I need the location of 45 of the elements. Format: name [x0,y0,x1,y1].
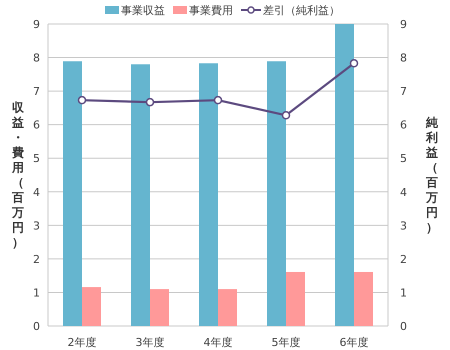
y2-tick-label: 9 [400,18,407,31]
y-tick-label: 8 [33,52,40,65]
y2-tick-label: 4 [400,186,407,199]
bar [267,61,286,326]
bar [286,272,305,326]
point [214,96,222,104]
y2-tick-label: 3 [400,219,407,232]
bar [335,24,354,326]
y2-axis-title: 純利益（百万円） [425,116,439,234]
point [146,98,154,106]
x-tick-label: 6年度 [340,336,368,349]
y2-tick-label: 2 [400,252,407,266]
bar [199,63,218,326]
y-tick-label: 7 [33,85,40,98]
y2-tick-label: 1 [400,286,407,300]
y2-tick-label: 5 [400,152,407,166]
x-tick-label: 4年度 [204,336,232,349]
bar [218,289,237,326]
y2-tick-label: 7 [400,85,407,98]
y2-tick-label: 8 [400,52,407,65]
point [78,96,86,104]
y-tick-label: 5 [33,152,40,166]
bar [131,64,150,326]
legend-label: 事業費用 [189,4,233,17]
y-tick-label: 6 [33,118,40,132]
y2-tick-label: 0 [400,320,407,333]
y-tick-label: 4 [33,186,40,199]
y-tick-label: 3 [33,219,40,232]
x-tick-label: 5年度 [272,336,300,349]
bar [150,289,169,326]
y-tick-label: 1 [33,286,40,300]
legend-label: 差引（純利益） [263,4,340,17]
text: 収益・費用（百万円） [12,100,24,250]
bar [63,61,82,326]
y-tick-label: 9 [33,18,40,31]
x-tick-label: 3年度 [136,336,164,349]
y2-tick-label: 6 [400,118,407,132]
bar [354,272,373,326]
y-tick-label: 2 [33,252,40,266]
point [350,59,358,68]
legend-label: 事業収益 [121,4,165,17]
point [282,111,290,120]
x-tick-label: 2年度 [68,336,96,349]
y-tick-label: 0 [33,320,40,333]
bar [82,287,101,326]
